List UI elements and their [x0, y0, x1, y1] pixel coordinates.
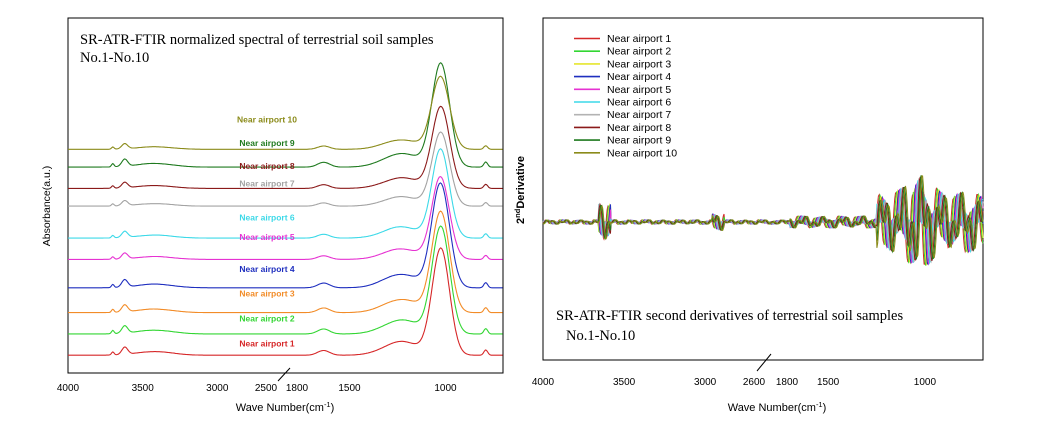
left-x-axis-label: Wave Number(cm-1) — [236, 400, 335, 414]
left-series-label-8: Near airport 8 — [239, 161, 295, 171]
right-x-tick-3000: 3000 — [694, 377, 717, 388]
left-series-label-10: Near airport 10 — [237, 115, 297, 125]
left-x-tick-1800: 1800 — [286, 383, 309, 394]
left-series-group — [68, 62, 503, 356]
left-x-axis: 4000 3500 3000 2500 1800 1500 1000 — [57, 383, 457, 394]
right-legend-label-1: Near airport 1 — [607, 33, 671, 45]
left-y-axis-label: Absorbance(a.u.) — [41, 166, 53, 247]
right-x-axis-label: Wave Number(cm-1) — [728, 400, 827, 414]
right-x-tick-3500: 3500 — [613, 377, 636, 388]
left-x-tick-2500: 2500 — [255, 383, 278, 394]
left-plot-frame — [67, 17, 504, 374]
right-axis-break-mark — [756, 353, 772, 372]
right-x-tick-1500: 1500 — [817, 377, 840, 388]
right-legend-label-5: Near airport 5 — [607, 84, 671, 96]
left-series-label-5: Near airport 5 — [239, 232, 295, 242]
left-series-label-4: Near airport 4 — [239, 264, 295, 274]
right-legend-label-9: Near airport 9 — [607, 135, 671, 147]
right-chart-subtitle: No.1-No.10 — [566, 328, 635, 344]
left-series-label-3: Near airport 3 — [239, 289, 295, 299]
left-series-line-4 — [68, 182, 503, 289]
left-series-line-7 — [68, 131, 503, 207]
left-series-line-1 — [68, 247, 503, 356]
left-series-line-6 — [68, 148, 503, 239]
right-legend-label-7: Near airport 7 — [607, 109, 671, 121]
right-legend-label-8: Near airport 8 — [607, 122, 671, 134]
left-series-label-6: Near airport 6 — [239, 212, 295, 222]
left-chart: SR-ATR-FTIR normalized spectral of terre… — [41, 17, 504, 414]
right-legend-label-2: Near airport 2 — [607, 46, 671, 58]
right-chart-title: SR-ATR-FTIR second derivatives of terres… — [556, 308, 903, 324]
left-x-tick-1500: 1500 — [338, 383, 361, 394]
right-x-tick-1000: 1000 — [914, 377, 937, 388]
right-x-tick-1800: 1800 — [776, 377, 799, 388]
left-x-tick-3500: 3500 — [132, 383, 155, 394]
left-x-tick-3000: 3000 — [206, 383, 229, 394]
left-series-line-2 — [68, 225, 503, 335]
right-legend-label-6: Near airport 6 — [607, 97, 671, 109]
right-plot-frame — [542, 17, 984, 361]
right-legend-label-4: Near airport 4 — [607, 71, 671, 83]
right-legend-label-3: Near airport 3 — [607, 58, 671, 70]
left-series-label-7: Near airport 7 — [239, 179, 295, 189]
left-series-line-5 — [68, 175, 503, 260]
right-x-tick-4000: 4000 — [532, 377, 555, 388]
left-series-label-2: Near airport 2 — [239, 314, 295, 324]
left-series-line-8 — [68, 105, 503, 189]
right-x-axis: 4000 3500 3000 2600 1800 1500 1000 — [532, 377, 937, 388]
left-series-line-10 — [68, 75, 503, 150]
left-series-labels: Near airport 1 Near airport 2 Near airport… — [237, 115, 297, 349]
left-x-tick-4000: 4000 — [57, 383, 80, 394]
right-series-group — [542, 175, 984, 266]
left-series-line-3 — [68, 210, 503, 314]
left-series-label-1: Near airport 1 — [239, 338, 295, 348]
left-series-line-9 — [68, 62, 503, 168]
right-legend-label-10: Near airport 10 — [607, 147, 677, 159]
left-x-tick-1000: 1000 — [434, 383, 457, 394]
left-chart-subtitle: No.1-No.10 — [80, 50, 149, 66]
right-y-axis-label: 2ndDerivative — [513, 156, 527, 224]
right-x-tick-2600: 2600 — [743, 377, 766, 388]
left-axis-break-mark — [277, 367, 291, 382]
right-series-line-10 — [542, 175, 984, 259]
left-chart-title: SR-ATR-FTIR normalized spectral of terre… — [80, 32, 434, 48]
left-series-label-9: Near airport 9 — [239, 138, 295, 148]
